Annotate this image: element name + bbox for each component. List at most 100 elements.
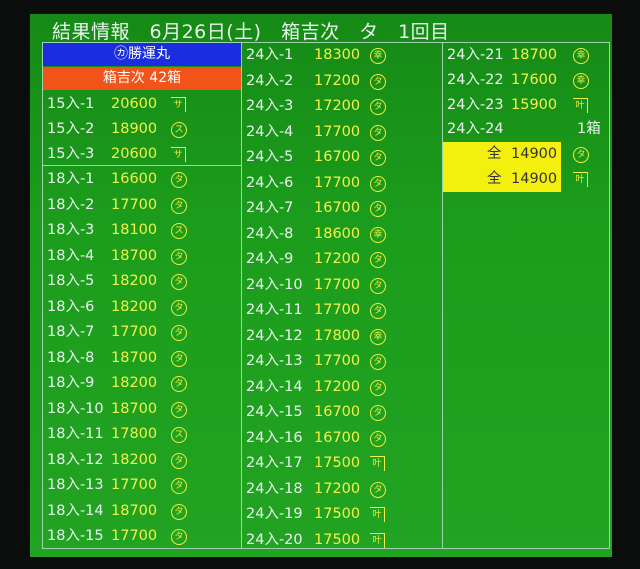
price-value: 18200 bbox=[111, 273, 158, 289]
buyer-mark-ta-icon: タ bbox=[573, 147, 589, 164]
list-item: 24入-5 16700 タ bbox=[242, 145, 442, 170]
buyer-mark-kou-icon: 幸 bbox=[370, 48, 386, 64]
price-value: 17200 bbox=[314, 98, 361, 114]
buyer-mark-ta-icon: タ bbox=[370, 379, 386, 396]
buyer-mark-sa-icon: サ bbox=[171, 97, 186, 112]
lot-label: 18入-5 bbox=[47, 273, 95, 289]
buyer-mark-ta-icon: タ bbox=[370, 252, 386, 268]
price-value: 14900 bbox=[511, 171, 558, 187]
list-item: 24入-21 18700 幸 bbox=[443, 43, 609, 68]
list-item: 18入-6 18200 タ bbox=[43, 295, 241, 320]
buyer-mark-su-icon: ス bbox=[171, 427, 187, 443]
lot-label: 24入-14 bbox=[246, 378, 303, 395]
list-item: 24入-7 16700 タ bbox=[242, 196, 442, 221]
buyer-mark-ta-icon: タ bbox=[171, 376, 187, 392]
price-value: 18700 bbox=[111, 349, 158, 366]
price-value: 18200 bbox=[111, 298, 158, 315]
price-value: 17200 bbox=[314, 72, 361, 89]
buyer-mark-ta-icon: タ bbox=[370, 354, 386, 370]
price-value: 16600 bbox=[111, 171, 158, 187]
price-value: 15900 bbox=[511, 96, 558, 113]
lot-label: 24入-17 bbox=[246, 455, 303, 471]
list-item: 全 14900 叶 bbox=[443, 167, 609, 192]
lot-label: 15入-3 bbox=[47, 146, 95, 162]
list-item: 18入-5 18200 タ bbox=[43, 269, 241, 294]
lot-label: 24入-16 bbox=[246, 429, 303, 446]
price-value: 17500 bbox=[314, 531, 361, 548]
buyer-mark-su-icon: ス bbox=[171, 122, 187, 138]
lot-label: 18入-14 bbox=[47, 502, 104, 519]
buyer-mark-ta-icon: タ bbox=[370, 175, 386, 192]
highlight-block bbox=[443, 142, 561, 193]
list-item: 24入-2 17200 タ bbox=[242, 69, 442, 94]
lot-label: 18入-8 bbox=[47, 349, 95, 366]
price-value: 17500 bbox=[314, 455, 361, 471]
lot-label: 18入-11 bbox=[47, 426, 104, 442]
lot-label: 24入-2 bbox=[246, 72, 294, 89]
list-item: 18入-4 18700 タ bbox=[43, 244, 241, 269]
buyer-mark-ta-icon: タ bbox=[370, 405, 386, 421]
box-count: 1箱 bbox=[577, 121, 601, 138]
list-item: 18入-7 17700 タ bbox=[43, 320, 241, 345]
price-value: 17600 bbox=[511, 71, 558, 88]
list-item: 24入-20 17500 叶 bbox=[242, 528, 442, 553]
buyer-mark-ta-icon: タ bbox=[171, 172, 187, 188]
buyer-mark-ta-icon: タ bbox=[370, 303, 386, 319]
price-value: 17700 bbox=[314, 123, 361, 140]
buyer-mark-kou-icon: 幸 bbox=[370, 328, 386, 345]
lot-label: 24入-24 bbox=[447, 121, 504, 138]
price-value: 17200 bbox=[314, 378, 361, 395]
price-value: 17700 bbox=[111, 196, 158, 213]
buyer-mark-ta-icon: タ bbox=[171, 478, 187, 494]
buyer-mark-kanau-icon: 叶 bbox=[370, 456, 385, 471]
price-value: 16700 bbox=[314, 404, 361, 420]
price-value: 18200 bbox=[111, 451, 158, 468]
price-value: 17200 bbox=[314, 251, 361, 267]
buyer-mark-su-icon: ス bbox=[171, 223, 187, 239]
price-value: 17700 bbox=[314, 276, 361, 293]
buyer-mark-kanau-icon: 叶 bbox=[573, 97, 588, 113]
lot-label: 24入-9 bbox=[246, 251, 294, 267]
buyer-mark-ta-icon: タ bbox=[370, 201, 386, 217]
price-value: 18700 bbox=[111, 502, 158, 519]
list-item: 24入-19 17500 叶 bbox=[242, 502, 442, 527]
list-item: 18入-1 16600 タ bbox=[43, 167, 241, 192]
lot-label: 24入-20 bbox=[246, 531, 303, 548]
price-value: 16700 bbox=[314, 149, 361, 165]
list-item: 24入-3 17200 タ bbox=[242, 94, 442, 119]
list-item: 24入-15 16700 タ bbox=[242, 400, 442, 425]
lot-label: 24入-7 bbox=[246, 200, 294, 216]
lot-label: 24入-8 bbox=[246, 225, 294, 242]
lot-label: 24入-6 bbox=[246, 174, 294, 191]
list-item: 24入-22 17600 幸 bbox=[443, 68, 609, 93]
list-item: 24入-4 17700 タ bbox=[242, 120, 442, 145]
list-item: 15入-3 20600 サ bbox=[43, 142, 241, 167]
list-item: 24入-6 17700 タ bbox=[242, 171, 442, 196]
price-value: 17700 bbox=[111, 477, 158, 493]
lot-label: 18入-13 bbox=[47, 477, 104, 493]
price-value: 16700 bbox=[314, 200, 361, 216]
price-value: 18300 bbox=[314, 47, 361, 63]
lot-label: 全 bbox=[487, 146, 502, 163]
buyer-mark-ta-icon: タ bbox=[171, 248, 187, 265]
box-summary: 箱吉次 42箱 bbox=[43, 67, 241, 90]
price-value: 17700 bbox=[314, 174, 361, 191]
list-item: 24入-1 18300 幸 bbox=[242, 43, 442, 68]
lot-label: 18入-15 bbox=[47, 528, 104, 544]
price-value: 17500 bbox=[314, 506, 361, 522]
lot-label: 24入-4 bbox=[246, 123, 294, 140]
lot-label: 24入-12 bbox=[246, 327, 303, 344]
buyer-mark-ta-icon: タ bbox=[171, 452, 187, 469]
lot-label: 全 bbox=[487, 171, 502, 187]
price-value: 17700 bbox=[314, 353, 361, 369]
list-item: 24入-10 17700 タ bbox=[242, 273, 442, 298]
lot-label: 24入-5 bbox=[246, 149, 294, 165]
price-value: 17700 bbox=[111, 324, 158, 340]
list-item: 18入-10 18700 タ bbox=[43, 397, 241, 422]
column-2: 24入-1 18300 幸 24入-2 17200 タ 24入-3 17200 タ 24入-4 17… bbox=[241, 42, 443, 549]
lot-label: 24入-15 bbox=[246, 404, 303, 420]
price-value: 17700 bbox=[314, 302, 361, 318]
price-value: 18200 bbox=[111, 375, 158, 391]
price-value: 18700 bbox=[511, 47, 558, 63]
list-item: 18入-11 17800 ス bbox=[43, 422, 241, 447]
